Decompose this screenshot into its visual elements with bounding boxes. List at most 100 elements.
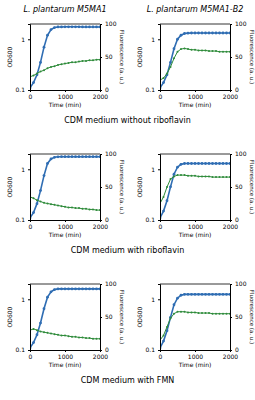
series-point: [64, 155, 67, 158]
series-point: [96, 338, 98, 340]
frame: [160, 24, 230, 25]
series-point: [170, 317, 172, 319]
series-line: [30, 329, 100, 339]
series-point: [225, 162, 228, 165]
tick-label: 1000: [58, 93, 73, 100]
series-point: [222, 32, 225, 35]
tick-mark: [158, 39, 160, 40]
y-axis-title: OD600: [6, 176, 13, 197]
series-point: [78, 288, 81, 291]
plot-area: [160, 32, 230, 90]
series-point: [57, 155, 60, 158]
panel: 0100020000.11050100Time (min)OD600Fluore…: [6, 20, 125, 108]
series-point: [50, 28, 53, 31]
panel: 0100020000.11050100Time (min)OD600Fluore…: [136, 150, 255, 238]
series-point: [198, 312, 200, 314]
series-point: [74, 25, 77, 28]
series-point: [208, 50, 210, 52]
series-point: [229, 293, 230, 296]
tick-mark: [100, 90, 102, 91]
series-point: [85, 26, 88, 29]
series-point: [57, 26, 60, 29]
series-point: [222, 176, 224, 178]
series-point: [229, 162, 230, 165]
series-point: [39, 61, 42, 64]
axis-line: [161, 221, 231, 223]
series-point: [197, 293, 200, 296]
series-point: [215, 162, 218, 165]
axis-line: [161, 91, 231, 93]
series-point: [229, 32, 230, 35]
series-point: [226, 313, 228, 315]
series-point: [92, 208, 94, 210]
axis-line: [101, 285, 103, 351]
axis-line: [28, 285, 31, 351]
tick-mark: [100, 220, 101, 222]
series-point: [219, 313, 221, 315]
tick: 1: [21, 296, 30, 303]
series-point: [43, 307, 46, 310]
frame: [30, 24, 100, 25]
tick: 0: [100, 216, 109, 223]
tick: 0: [29, 220, 33, 230]
series-line: [160, 48, 230, 80]
panel: 0100020000.11050100Time (min)OD600Fluore…: [6, 150, 125, 238]
series-point: [85, 288, 88, 291]
series-point: [187, 32, 190, 35]
y2-axis: 050100: [230, 20, 247, 93]
x-axis: 010002000: [29, 90, 109, 100]
series-point: [162, 210, 165, 213]
x-axis: 010002000: [159, 90, 239, 100]
tick: 1: [151, 166, 160, 173]
series-point: [96, 59, 98, 61]
series-point: [166, 326, 168, 328]
series-point: [99, 59, 100, 61]
tick-mark: [100, 154, 102, 155]
series-point: [92, 26, 95, 29]
tick: 1000: [58, 90, 73, 100]
tick: 0.1: [145, 86, 160, 93]
series-point: [211, 162, 214, 165]
axis-line: [101, 155, 103, 221]
tick: 50: [100, 183, 113, 190]
series-point: [215, 176, 217, 178]
y2-axis-title: Fluorescence (a. u.): [119, 290, 125, 344]
series-point: [187, 175, 189, 177]
series-point: [85, 337, 87, 339]
series-point: [81, 26, 84, 29]
series-point: [194, 293, 197, 296]
tick-mark: [28, 169, 30, 170]
series-point: [222, 313, 224, 315]
series-point: [218, 293, 221, 296]
tick: 1: [21, 166, 30, 173]
series-point: [50, 66, 52, 68]
axis-line: [31, 221, 101, 223]
tick-label: 2000: [223, 353, 238, 360]
axis-line: [31, 351, 101, 353]
series-point: [173, 173, 176, 176]
row-caption: CDM medium with riboflavin: [71, 246, 185, 255]
series-point: [92, 59, 94, 61]
series-point: [190, 293, 193, 296]
tick-label: 0.1: [15, 86, 25, 93]
axis-line: [231, 285, 233, 351]
axis-line: [231, 25, 233, 91]
series-point: [212, 313, 214, 315]
tick: 1000: [188, 350, 203, 360]
tick-label: 0: [29, 93, 33, 100]
tick-mark: [195, 220, 196, 222]
tick-mark: [158, 299, 160, 300]
series-point: [226, 51, 228, 53]
series-point: [166, 199, 169, 202]
tick: 50: [100, 313, 113, 320]
tick-mark: [158, 350, 160, 351]
series-point: [184, 174, 186, 176]
tick-label: 50: [105, 313, 113, 320]
x-axis: 010002000: [29, 220, 109, 230]
series-point: [78, 155, 81, 158]
tick: 50: [100, 53, 113, 60]
series-point: [190, 162, 193, 165]
series-point: [78, 61, 80, 63]
series-point: [78, 336, 80, 338]
tick: 0: [159, 90, 163, 100]
